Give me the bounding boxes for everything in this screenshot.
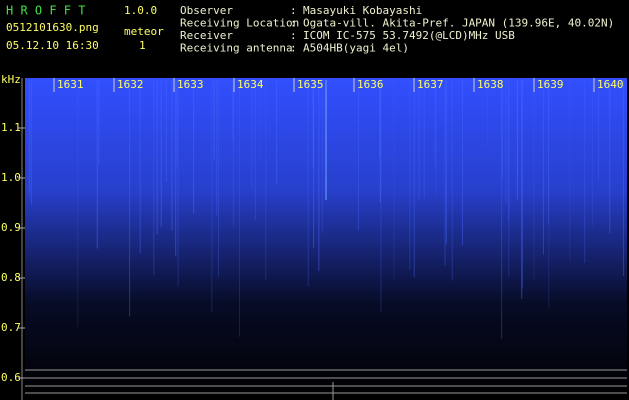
minute-tick-label: 1637	[417, 78, 444, 91]
unit-label: kHz	[1, 73, 21, 86]
minute-tick-label: 1634	[237, 78, 264, 91]
axes: kHz 1.1 1.0 0.9 0.8 0.7 0.6 1631 1632 1633 1634 163…	[1, 73, 627, 400]
info-value: A504HB(yagi 4el)	[303, 42, 409, 55]
info-label: Receiving Location	[180, 17, 299, 30]
frequency-tick-label: 0.8	[1, 271, 21, 284]
meteor-count: 1	[139, 39, 146, 52]
minute-tick-label: 1636	[357, 78, 384, 91]
info-label: Observer	[180, 4, 233, 17]
info-value: Masayuki Kobayashi	[303, 4, 422, 17]
info-value: Ogata-vill. Akita-Pref. JAPAN (139.96E, …	[303, 17, 614, 30]
version: 1.0.0	[124, 4, 157, 17]
info-value: ICOM IC-575 53.7492(@LCD)MHz USB	[303, 29, 515, 42]
minute-tick-label: 1632	[117, 78, 144, 91]
info-separator: :	[290, 4, 297, 17]
station-info: Observer: Masayuki Kobayashi Receiving Loc…	[180, 4, 614, 55]
minute-tick-label: 1635	[297, 78, 324, 91]
info-separator: :	[290, 42, 297, 55]
header: H R O F F T 1.0.0 0512101630.png meteor …	[6, 4, 164, 53]
frequency-tick-label: 0.6	[1, 371, 21, 384]
info-label: Receiver	[180, 29, 233, 42]
frequency-tick-label: 1.0	[1, 171, 21, 184]
frequency-tick-label: 0.7	[1, 321, 21, 334]
minute-tick-label: 1638	[477, 78, 504, 91]
meteor-label: meteor	[124, 25, 164, 38]
minute-tick-label: 1639	[537, 78, 564, 91]
minute-tick-label: 1633	[177, 78, 204, 91]
datetime: 05.12.10 16:30	[6, 39, 99, 52]
minute-tick-label: 1631	[57, 78, 84, 91]
frequency-tick-label: 1.1	[1, 121, 21, 134]
filename: 0512101630.png	[6, 21, 99, 34]
minute-tick-label: 1640	[597, 78, 624, 91]
info-separator: :	[290, 29, 297, 42]
info-label: Receiving antenna	[180, 42, 293, 55]
spectrogram-streaks	[28, 80, 625, 400]
info-separator: :	[290, 17, 297, 30]
app-name: H R O F F T	[6, 4, 85, 18]
frequency-tick-label: 0.9	[1, 221, 21, 234]
